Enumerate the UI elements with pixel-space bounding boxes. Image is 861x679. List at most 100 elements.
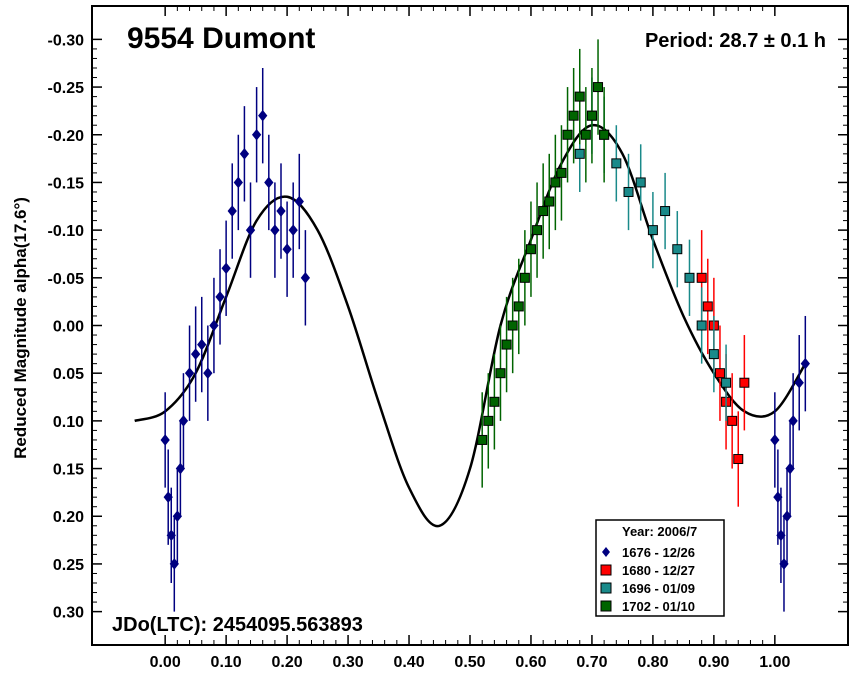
data-point [574,148,585,159]
data-point [251,128,262,141]
y-tick-label: -0.30 [48,32,85,49]
legend-marker [602,547,610,557]
data-point [288,224,298,236]
y-tick-label: 0.30 [53,605,84,622]
data-point [733,454,744,465]
data-point [203,367,213,379]
data-point [623,186,634,197]
data-point [727,415,738,426]
data-point [264,176,274,189]
series-0 [160,67,810,612]
data-point [532,225,543,236]
data-point [544,196,555,207]
data-point [611,158,622,169]
x-tick-label: 0.10 [211,654,242,671]
epoch-label: JDo(LTC): 2454095.563893 [112,614,363,636]
data-point [245,224,256,236]
data-point [599,129,610,140]
y-tick-label: -0.15 [48,175,85,192]
data-point [696,320,707,331]
data-point [197,338,207,351]
period-label: Period: 28.7 ± 0.1 h [645,30,826,52]
axis-ticks: 0.00 0.10 0.20 0.30 0.40 0.50 0.60 0.70 0.80 0.90… [48,6,848,671]
plot-frame [91,5,849,646]
data-point [221,262,231,275]
data-point [714,368,725,379]
legend-marker [600,564,612,576]
data-point [282,243,292,256]
data-point [184,367,195,379]
y-tick-label: 0.25 [53,557,84,574]
data-point [739,377,750,388]
x-tick-label: 0.50 [454,654,485,671]
data-point [160,434,170,446]
legend-box [595,519,725,617]
x-tick-label: 0.90 [698,654,729,671]
series-3 [477,39,610,488]
x-tick-label: 0.80 [637,654,668,671]
data-point [556,167,567,178]
data-point [660,206,671,217]
legend: Year: 2006/7 1676 - 12/26 1680 - 12/27 169… [595,519,725,617]
data-point [702,301,713,312]
data-point [483,415,494,426]
data-point [513,301,524,312]
x-tick-label: 1.00 [759,654,790,671]
data-point [495,368,506,379]
data-point [562,129,573,140]
legend-title: Year: 2006/7 [622,524,697,539]
data-point [209,319,219,332]
data-point [239,148,250,160]
legend-label: 1696 - 01/09 [622,581,695,596]
x-tick-label: 0.70 [576,654,607,671]
data-point [489,396,500,407]
data-point [294,195,304,208]
data-point [647,225,658,236]
y-tick-label: 0.20 [53,509,84,526]
data-point [696,272,707,283]
y-tick-label: 0.15 [53,462,84,479]
data-point [800,357,810,370]
data-point [276,205,286,217]
data-point [580,129,591,140]
chart-title: 9554 Dumont [127,22,315,55]
data-point [794,376,804,389]
x-tick-label: 0.40 [393,654,424,671]
data-point [568,110,579,121]
data-point [721,377,732,388]
y-tick-label: -0.25 [48,80,85,97]
legend-label: 1680 - 12/27 [622,563,695,578]
legend-marker [600,600,612,612]
data-point [233,176,243,189]
data-point [477,434,488,445]
data-point [672,244,683,255]
y-tick-label: 0.10 [53,414,84,431]
data-point [300,272,311,284]
x-tick-label: 0.30 [332,654,363,671]
data-point [788,415,798,427]
data-point [574,91,585,102]
y-tick-label: 0.05 [53,366,84,383]
legend-label: 1702 - 01/10 [622,599,695,614]
y-axis-label: Reduced Magnitude alpha(17.6°) [11,197,30,459]
x-tick-label: 0.60 [515,654,546,671]
y-tick-label: 0.00 [53,319,84,336]
data-point [501,339,512,350]
legend-marker [600,582,612,594]
y-tick-label: -0.05 [48,271,85,288]
y-tick-label: -0.10 [48,223,85,240]
data-point [708,349,719,360]
data-point [538,206,549,217]
data-point [525,244,536,255]
x-tick-label: 0.00 [150,654,181,671]
data-point [635,177,646,188]
data-point [550,177,561,188]
data-point [586,110,597,121]
x-tick-label: 0.20 [272,654,303,671]
series-layer [160,39,810,612]
data-point [178,415,189,427]
data-point [191,348,201,360]
y-tick-label: -0.20 [48,128,85,145]
data-point [215,291,225,303]
